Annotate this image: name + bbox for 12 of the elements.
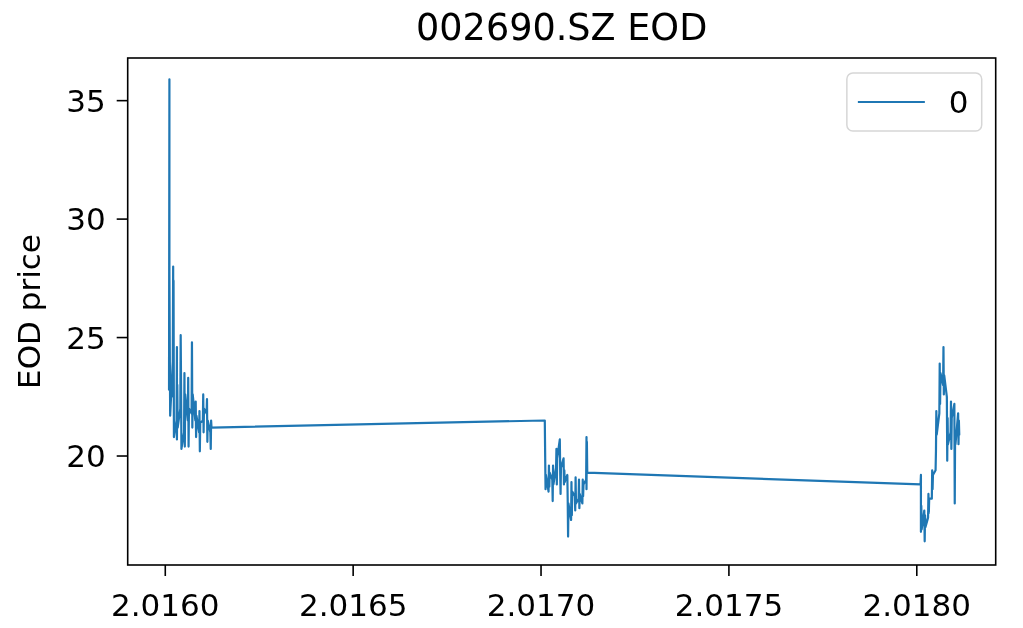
y-tick-label: 35 [66, 82, 106, 119]
x-tick-label: 2.0160 [111, 587, 220, 623]
y-tick-label: 30 [66, 201, 106, 238]
x-tick-label: 2.0180 [862, 587, 972, 623]
y-axis-title: EOD price [11, 234, 47, 389]
legend-label: 0 [948, 84, 969, 121]
x-tick-label: 2.0165 [298, 587, 408, 623]
x-tick-label: 2.0175 [674, 587, 784, 623]
y-tick-label: 25 [66, 319, 106, 356]
y-tick-label: 20 [66, 438, 106, 475]
chart-title: 002690.SZ EOD [416, 6, 708, 49]
x-tick-label: 2.0170 [486, 587, 596, 623]
